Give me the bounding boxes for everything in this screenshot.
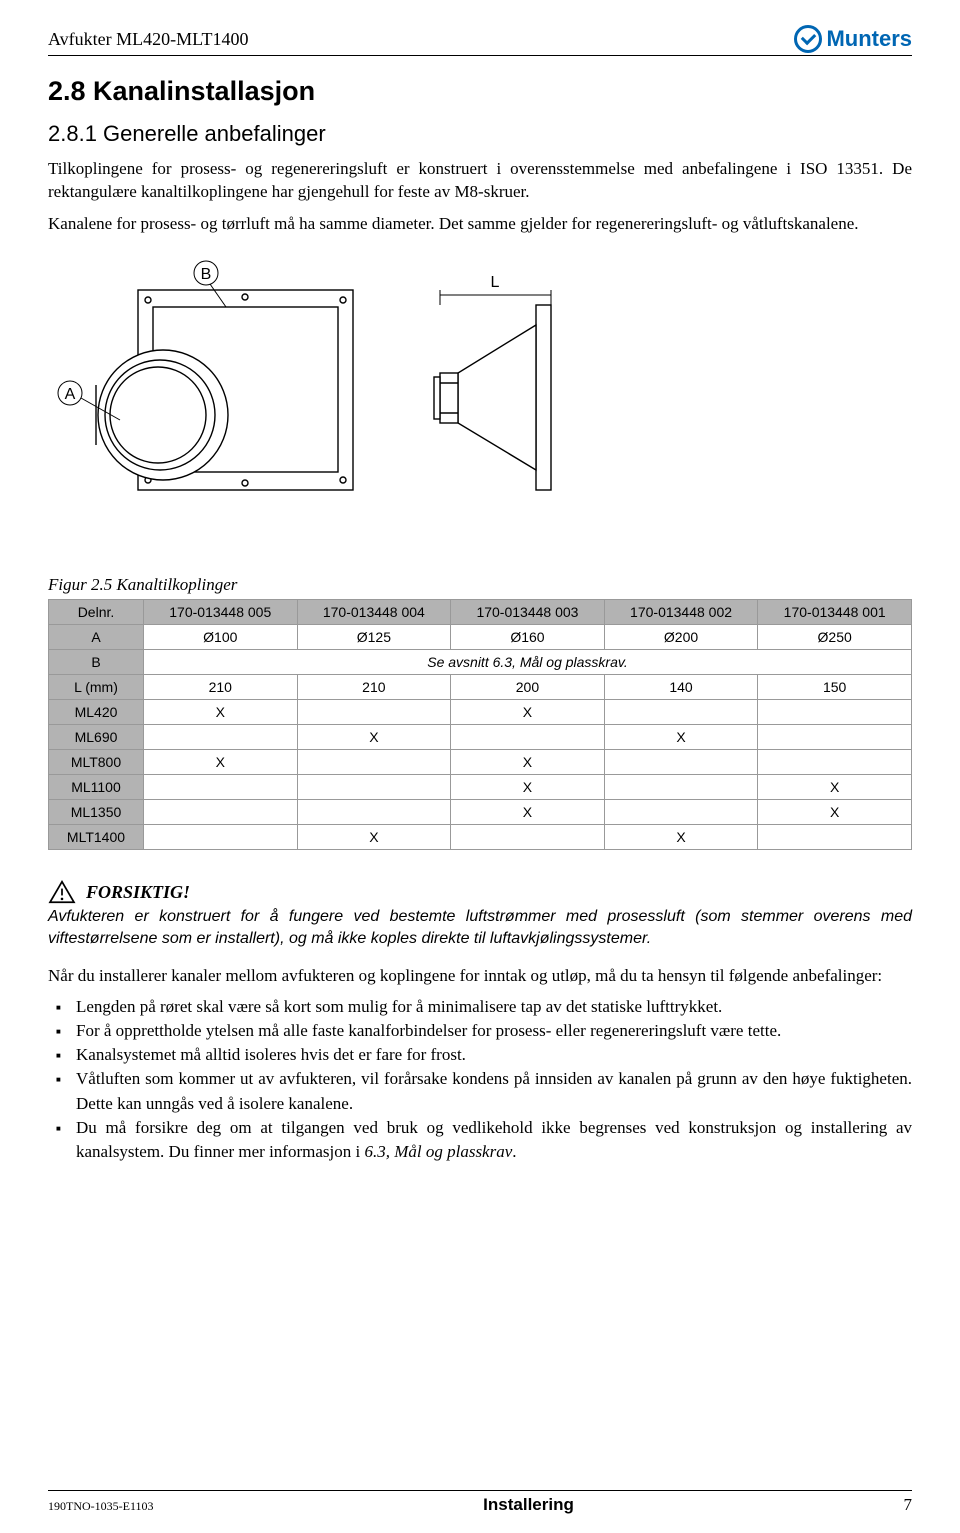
table-cell — [758, 750, 912, 775]
footer-docnum: 190TNO-1035-E1103 — [48, 1499, 154, 1514]
table-cell: Se avsnitt 6.3, Mål og plasskrav. — [143, 650, 911, 675]
list-item: Kanalsystemet må alltid isoleres hvis de… — [76, 1043, 912, 1067]
table-cell: ML690 — [49, 725, 144, 750]
callout-b: B — [201, 266, 212, 283]
brand-logo: Munters — [794, 25, 912, 53]
table-cell — [758, 700, 912, 725]
figure-caption: Figur 2.5 Kanaltilkoplinger — [48, 575, 912, 595]
table-row: BSe avsnitt 6.3, Mål og plasskrav. — [49, 650, 912, 675]
list-item: Du må forsikre deg om at tilgangen ved b… — [76, 1116, 912, 1164]
table-header-cell: Delnr. — [49, 600, 144, 625]
caution-text: Avfukteren er konstruert for å fungere v… — [48, 906, 912, 949]
table-cell — [297, 700, 451, 725]
table-cell — [297, 750, 451, 775]
page-header: Avfukter ML420-MLT1400 Munters — [48, 25, 912, 56]
table-cell: X — [758, 775, 912, 800]
list-item: Lengden på røret skal være så kort som m… — [76, 995, 912, 1019]
paragraph: Kanalene for prosess- og tørrluft må ha … — [48, 212, 912, 235]
heading-1: 2.8 Kanalinstallasjon — [48, 76, 912, 107]
figure-duct-connectors: A B — [48, 255, 912, 565]
connectors-table: Delnr.170-013448 005170-013448 004170-01… — [48, 599, 912, 850]
brand-text: Munters — [826, 26, 912, 52]
table-cell: X — [297, 825, 451, 850]
heading-2: 2.8.1 Generelle anbefalinger — [48, 121, 912, 147]
table-cell: A — [49, 625, 144, 650]
table-cell: 210 — [143, 675, 297, 700]
warning-triangle-icon — [48, 880, 76, 904]
table-cell: 200 — [451, 675, 605, 700]
table-cell: ML1350 — [49, 800, 144, 825]
table-row: AØ100Ø125Ø160Ø200Ø250 — [49, 625, 912, 650]
dimension-l: L — [491, 274, 500, 291]
callout-a: A — [65, 386, 76, 403]
table-cell: X — [758, 800, 912, 825]
list-item: For å opprettholde ytelsen må alle faste… — [76, 1019, 912, 1043]
table-row: ML1100 X X — [49, 775, 912, 800]
table-cell — [297, 775, 451, 800]
table-header-cell: 170-013448 003 — [451, 600, 605, 625]
table-cell — [604, 750, 758, 775]
table-row: L (mm)210210200140150 — [49, 675, 912, 700]
table-cell: 150 — [758, 675, 912, 700]
table-row: ML690 X X — [49, 725, 912, 750]
table-cell: X — [604, 825, 758, 850]
table-cell — [143, 775, 297, 800]
table-cell — [143, 800, 297, 825]
table-row: MLT800XX — [49, 750, 912, 775]
table-cell — [297, 800, 451, 825]
table-header-cell: 170-013448 001 — [758, 600, 912, 625]
table-row: ML420XX — [49, 700, 912, 725]
table-cell: MLT800 — [49, 750, 144, 775]
table-header-cell: 170-013448 004 — [297, 600, 451, 625]
table-cell: X — [143, 700, 297, 725]
table-cell — [604, 800, 758, 825]
table-header-cell: 170-013448 002 — [604, 600, 758, 625]
table-cell: MLT1400 — [49, 825, 144, 850]
table-cell — [758, 825, 912, 850]
table-cell: Ø160 — [451, 625, 605, 650]
table-cell — [451, 825, 605, 850]
table-cell: X — [451, 750, 605, 775]
table-cell — [143, 725, 297, 750]
table-cell: X — [451, 800, 605, 825]
table-cell: 140 — [604, 675, 758, 700]
duct-diagram-icon: A B — [48, 255, 608, 565]
table-cell: L (mm) — [49, 675, 144, 700]
table-cell: ML420 — [49, 700, 144, 725]
table-cell: B — [49, 650, 144, 675]
paragraph: Tilkoplingene for prosess- og regenereri… — [48, 157, 912, 204]
footer-section: Installering — [483, 1495, 574, 1515]
page-footer: 190TNO-1035-E1103 Installering 7 — [48, 1490, 912, 1515]
paragraph: Når du installerer kanaler mellom avfukt… — [48, 964, 912, 987]
table-cell — [604, 700, 758, 725]
table-cell — [143, 825, 297, 850]
table-cell: Ø200 — [604, 625, 758, 650]
recommendation-list: Lengden på røret skal være så kort som m… — [48, 995, 912, 1164]
table-cell: X — [297, 725, 451, 750]
doc-title: Avfukter ML420-MLT1400 — [48, 29, 248, 50]
table-cell — [758, 725, 912, 750]
table-cell: X — [143, 750, 297, 775]
table-cell: Ø250 — [758, 625, 912, 650]
caution-block: FORSIKTIG! Avfukteren er konstruert for … — [48, 880, 912, 949]
table-cell — [451, 725, 605, 750]
table-header-cell: 170-013448 005 — [143, 600, 297, 625]
page: Avfukter ML420-MLT1400 Munters 2.8 Kanal… — [0, 0, 960, 1533]
footer-pagenum: 7 — [903, 1495, 912, 1515]
table-row: ML1350 X X — [49, 800, 912, 825]
table-row: MLT1400 X X — [49, 825, 912, 850]
logo-checkcircle-icon — [794, 25, 822, 53]
table-cell: ML1100 — [49, 775, 144, 800]
table-cell — [604, 775, 758, 800]
table-cell: X — [604, 725, 758, 750]
caution-title: FORSIKTIG! — [86, 882, 190, 903]
table-cell: Ø125 — [297, 625, 451, 650]
table-cell: X — [451, 700, 605, 725]
table-cell: X — [451, 775, 605, 800]
table-cell: 210 — [297, 675, 451, 700]
list-item: Våtluften som kommer ut av avfukteren, v… — [76, 1067, 912, 1115]
table-cell: Ø100 — [143, 625, 297, 650]
